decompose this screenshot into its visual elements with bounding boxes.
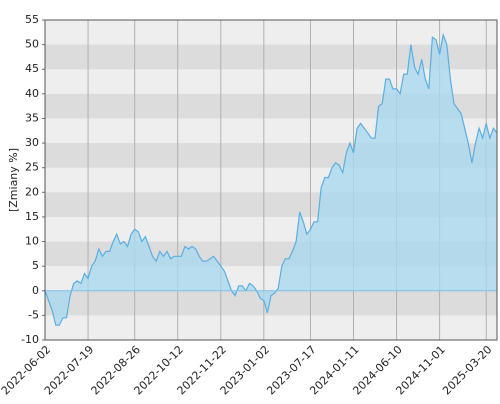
line [44,32,498,326]
y-tick-label: 50 [25,38,39,51]
y-tick-label: 35 [25,111,39,124]
y-tick-label: 20 [25,185,39,198]
x-tick-label: 2025-03-20 [440,343,494,397]
y-tick-label: 15 [25,210,39,223]
plot-border [44,19,498,341]
y-tick-label: 55 [25,13,39,26]
y-tick-label: 0 [32,284,39,297]
y-tick-label: -5 [28,308,39,321]
y-tick-label: 40 [25,87,39,100]
grid-band [45,44,497,70]
area [45,34,497,326]
y-tick-label: 5 [32,259,39,272]
y-tick-label: 30 [25,136,39,149]
y-tick-label: 45 [25,62,39,75]
y-axis-label: [Zmiany %] [7,148,20,212]
y-tick-label: 25 [25,161,39,174]
y-tick-label: 10 [25,235,39,248]
y-tick-label: -10 [21,333,39,346]
